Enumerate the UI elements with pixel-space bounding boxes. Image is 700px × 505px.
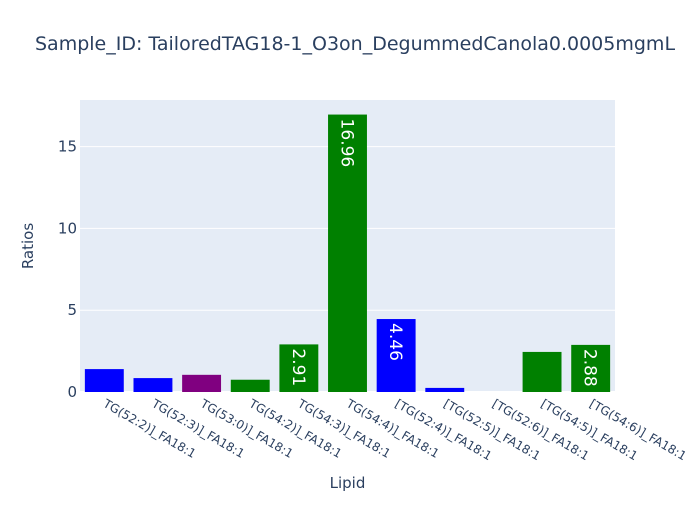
y-tick-label: 5 <box>67 301 77 319</box>
bar[interactable] <box>230 379 270 392</box>
bar-data-label: 2.88 <box>580 349 600 387</box>
y-axis-ticks: 0 5 10 15 <box>58 138 77 401</box>
bar-data-labels: 2.91 16.96 4.46 2.88 <box>288 119 600 387</box>
bar[interactable] <box>522 351 562 392</box>
y-tick-label: 10 <box>58 219 77 237</box>
bar-data-label: 4.46 <box>385 323 405 361</box>
x-axis-title: Lipid <box>330 474 366 492</box>
bar-data-label: 2.91 <box>288 348 308 386</box>
x-axis-ticks: TG(52:2)]_FA18:1TG(52:3)]_FA18:1TG(53:0)… <box>100 396 689 463</box>
bar[interactable] <box>328 114 367 392</box>
bar[interactable] <box>279 344 319 392</box>
y-tick-label: 0 <box>67 383 77 401</box>
y-tick-label: 15 <box>58 138 77 156</box>
bar[interactable] <box>182 374 222 392</box>
bar[interactable] <box>376 319 416 392</box>
bar[interactable] <box>571 344 611 392</box>
x-tick-label: TG(52:2)]_FA18:1 <box>100 396 198 461</box>
bar[interactable] <box>133 378 173 392</box>
bar[interactable] <box>425 387 465 392</box>
bar[interactable] <box>84 369 124 392</box>
bars <box>84 114 611 392</box>
bar-data-label: 16.96 <box>337 119 357 168</box>
y-axis-title: Ratios <box>19 223 37 270</box>
chart-title: Sample_ID: TailoredTAG18-1_O3on_Degummed… <box>35 33 675 55</box>
